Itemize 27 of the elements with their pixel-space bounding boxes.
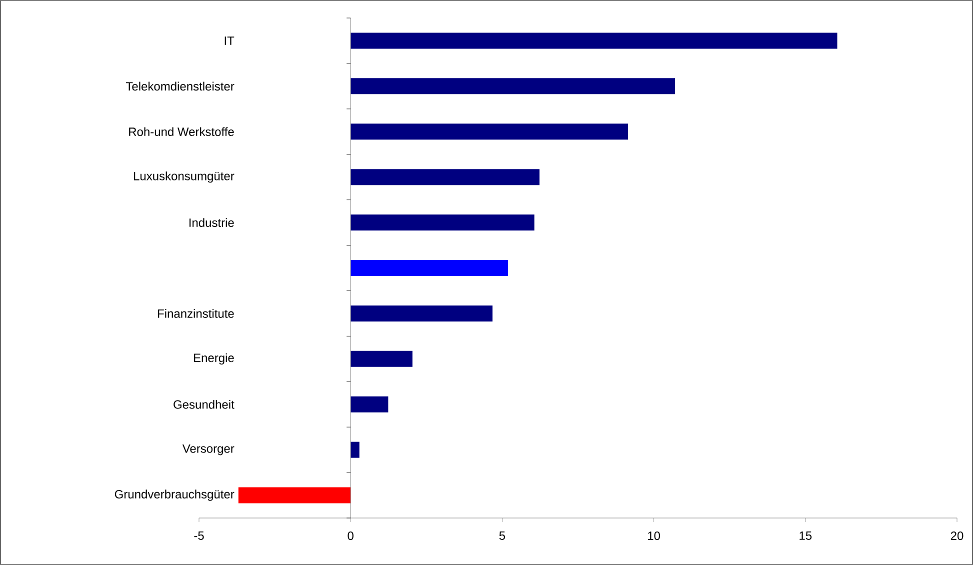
y-tick-label: IT: [224, 36, 234, 45]
x-tick-label: -5: [194, 532, 204, 540]
bar: [350, 350, 412, 367]
bar: [350, 305, 493, 322]
bar: [350, 214, 534, 231]
bar: [350, 442, 360, 458]
x-tick-label: 15: [800, 532, 812, 540]
bar: [350, 169, 540, 186]
y-tick-label: Versorger: [182, 444, 234, 456]
bar: [238, 487, 351, 504]
y-tick-label: Gesundheit: [174, 400, 234, 409]
x-tick-label: 20: [950, 532, 964, 540]
x-tick-label: 0: [348, 532, 354, 540]
y-tick-label: Energie: [194, 353, 234, 365]
y-tick-label: Industrie: [189, 218, 234, 227]
bar: [350, 260, 508, 276]
bar: [350, 78, 676, 94]
x-tick-label: 10: [648, 532, 660, 540]
y-tick-label: Luxuskonsumgüter: [134, 172, 234, 183]
x-tick-label: 5: [499, 532, 506, 540]
bar: [350, 124, 628, 140]
y-tick-label: Finanzinstitute: [158, 309, 234, 318]
bar: [350, 32, 838, 49]
bar: [350, 396, 388, 412]
y-tick-label: Telekomdienstleister: [126, 82, 234, 91]
y-tick-label: Grundverbrauchsgüter: [114, 490, 234, 501]
y-tick-label: Roh-und Werkstoffe: [129, 127, 234, 136]
